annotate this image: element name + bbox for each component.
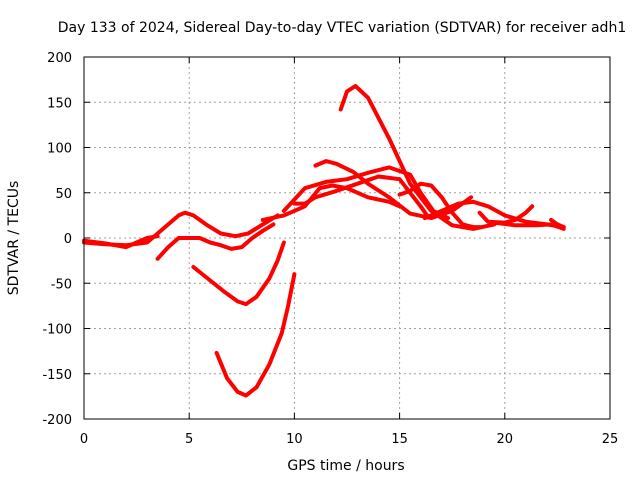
y-tick-label: -100 xyxy=(42,323,72,338)
series-line-s11 xyxy=(397,181,482,230)
x-tick-label: 10 xyxy=(286,432,303,447)
series-line-s8 xyxy=(292,174,429,218)
series-line-s14 xyxy=(492,220,566,231)
series-line-s10 xyxy=(338,84,497,231)
x-tick-label: 20 xyxy=(497,432,514,447)
series-line-s7 xyxy=(281,165,450,221)
series-layer xyxy=(82,84,566,398)
y-tick-label: 0 xyxy=(64,232,72,247)
series-line-s9 xyxy=(313,159,474,221)
y-tick-label: 200 xyxy=(47,51,72,66)
plot-frame xyxy=(83,56,611,420)
series-line-s3 xyxy=(155,222,276,261)
y-tick-label: 50 xyxy=(55,187,72,202)
y-tick-label: -200 xyxy=(42,413,72,428)
x-tick-label: 25 xyxy=(602,432,619,447)
series-line-s15 xyxy=(549,217,566,230)
x-axis-label: GPS time / hours xyxy=(287,458,404,474)
x-tick-label: 15 xyxy=(391,432,408,447)
series-line-s4 xyxy=(191,240,286,307)
y-tick-label: -150 xyxy=(42,368,72,383)
grid-layer xyxy=(84,57,610,419)
y-tick-label: 150 xyxy=(47,96,72,111)
x-tick-label: 0 xyxy=(80,432,88,447)
series-line-s2 xyxy=(82,234,160,250)
y-axis-label: SDTVAR / TECUs xyxy=(6,181,22,296)
series-line-s5 xyxy=(214,272,297,398)
x-tick-label: 5 xyxy=(185,432,193,447)
chart-title: Day 133 of 2024, Sidereal Day-to-day VTE… xyxy=(58,20,626,36)
tick-layer: 0 5 10 15 20 25 -200 -150 -100 -50 0 50 100 150 200 xyxy=(42,51,618,447)
series-line-s13 xyxy=(477,204,535,225)
y-tick-label: -50 xyxy=(51,277,72,292)
y-tick-label: 100 xyxy=(47,142,72,157)
series-line-s6 xyxy=(260,183,402,222)
